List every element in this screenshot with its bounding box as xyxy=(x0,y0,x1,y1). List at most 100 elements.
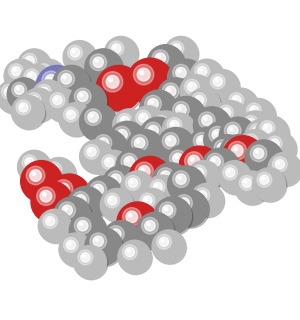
Circle shape xyxy=(157,127,194,165)
Circle shape xyxy=(168,138,171,141)
Circle shape xyxy=(0,80,30,113)
Circle shape xyxy=(96,239,107,250)
Circle shape xyxy=(257,172,279,195)
Circle shape xyxy=(133,160,166,193)
Circle shape xyxy=(236,172,269,205)
Circle shape xyxy=(200,139,209,148)
Circle shape xyxy=(80,251,98,270)
Circle shape xyxy=(114,126,130,143)
Circle shape xyxy=(150,180,173,202)
Circle shape xyxy=(198,111,225,138)
Circle shape xyxy=(79,251,99,271)
Circle shape xyxy=(131,158,172,199)
Circle shape xyxy=(203,150,237,183)
Circle shape xyxy=(13,97,46,130)
Circle shape xyxy=(109,227,130,249)
Circle shape xyxy=(176,105,186,115)
Circle shape xyxy=(60,234,93,268)
Circle shape xyxy=(259,119,284,145)
Circle shape xyxy=(120,116,136,132)
Circle shape xyxy=(214,131,227,145)
Circle shape xyxy=(251,108,263,119)
Circle shape xyxy=(78,221,95,238)
Circle shape xyxy=(174,172,196,194)
Circle shape xyxy=(160,80,191,112)
Circle shape xyxy=(147,45,184,82)
Circle shape xyxy=(69,113,78,121)
Circle shape xyxy=(247,104,268,124)
Circle shape xyxy=(134,109,160,135)
Circle shape xyxy=(26,58,38,70)
Circle shape xyxy=(137,140,148,152)
Circle shape xyxy=(107,76,126,95)
Circle shape xyxy=(169,98,203,132)
Circle shape xyxy=(89,149,92,152)
Circle shape xyxy=(91,130,126,166)
Circle shape xyxy=(186,154,210,177)
Circle shape xyxy=(164,84,185,106)
Circle shape xyxy=(101,70,135,104)
Circle shape xyxy=(52,178,85,210)
Circle shape xyxy=(82,253,95,267)
Circle shape xyxy=(160,238,174,252)
Circle shape xyxy=(53,96,68,111)
Circle shape xyxy=(58,70,83,96)
Circle shape xyxy=(178,197,198,216)
Circle shape xyxy=(163,173,166,176)
Circle shape xyxy=(33,183,70,220)
Circle shape xyxy=(8,79,39,110)
Circle shape xyxy=(130,133,159,162)
Circle shape xyxy=(269,138,286,156)
Circle shape xyxy=(188,127,226,165)
Circle shape xyxy=(40,69,73,102)
Circle shape xyxy=(41,212,67,238)
Circle shape xyxy=(172,190,207,226)
Circle shape xyxy=(13,68,25,80)
Circle shape xyxy=(141,169,154,181)
Circle shape xyxy=(97,188,106,197)
Circle shape xyxy=(129,214,142,227)
Circle shape xyxy=(42,192,57,207)
Circle shape xyxy=(64,207,67,210)
Circle shape xyxy=(229,142,255,168)
Circle shape xyxy=(85,49,122,86)
Circle shape xyxy=(65,108,84,128)
Circle shape xyxy=(69,112,79,123)
Circle shape xyxy=(202,116,218,132)
Circle shape xyxy=(154,232,182,260)
Circle shape xyxy=(160,237,175,253)
Circle shape xyxy=(119,152,148,181)
Circle shape xyxy=(68,112,80,124)
Circle shape xyxy=(198,99,206,107)
Circle shape xyxy=(25,165,56,196)
Circle shape xyxy=(190,158,194,161)
Circle shape xyxy=(141,217,168,244)
Circle shape xyxy=(161,204,182,225)
Circle shape xyxy=(228,141,256,170)
Circle shape xyxy=(58,183,69,195)
Circle shape xyxy=(57,69,84,97)
Circle shape xyxy=(89,232,116,259)
Circle shape xyxy=(74,88,100,113)
Circle shape xyxy=(74,217,100,243)
Circle shape xyxy=(103,191,129,218)
Circle shape xyxy=(251,125,270,144)
Circle shape xyxy=(182,76,211,106)
Circle shape xyxy=(265,125,267,128)
Circle shape xyxy=(205,118,214,128)
Circle shape xyxy=(134,161,164,191)
Circle shape xyxy=(252,126,269,143)
Circle shape xyxy=(129,60,170,101)
Circle shape xyxy=(128,213,143,228)
Circle shape xyxy=(76,248,103,276)
Circle shape xyxy=(220,107,239,125)
Circle shape xyxy=(151,49,178,76)
Circle shape xyxy=(190,84,200,94)
Circle shape xyxy=(178,107,181,110)
Circle shape xyxy=(266,126,274,135)
Circle shape xyxy=(172,153,191,172)
Circle shape xyxy=(191,158,204,171)
Circle shape xyxy=(187,81,204,99)
Circle shape xyxy=(23,90,56,123)
Circle shape xyxy=(176,196,200,219)
